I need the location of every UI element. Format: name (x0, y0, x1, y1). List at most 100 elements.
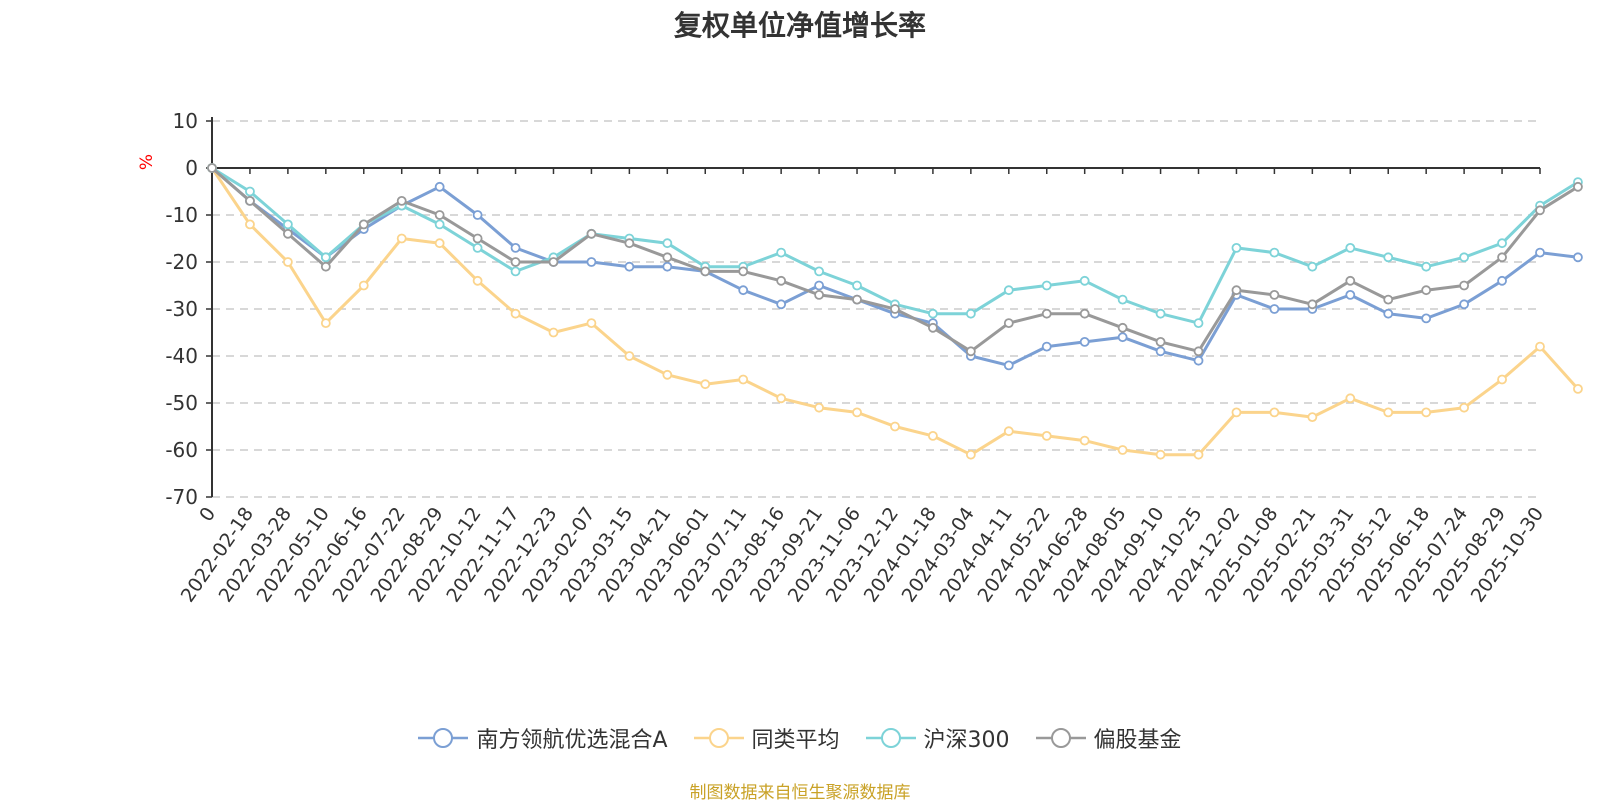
data-point (207, 163, 217, 173)
data-point (1193, 346, 1204, 357)
data-point (1155, 346, 1166, 357)
data-point (1041, 280, 1052, 291)
data-point (1269, 407, 1280, 418)
data-point (1079, 308, 1090, 319)
data-point (965, 308, 976, 319)
data-point (1117, 322, 1128, 333)
data-point (1307, 261, 1318, 272)
data-point (320, 252, 331, 263)
data-point (1535, 205, 1545, 216)
legend-label: 同类平均 (751, 728, 840, 753)
data-point (396, 233, 407, 244)
data-point (890, 304, 900, 314)
data-point (1193, 318, 1204, 329)
grid-layer (212, 120, 1540, 498)
data-point (1269, 289, 1280, 300)
data-point (510, 257, 521, 267)
data-point (1535, 247, 1545, 258)
source-note: 制图数据来自恒生聚源数据库 (689, 783, 911, 803)
data-point (1383, 407, 1394, 418)
data-point (738, 285, 749, 296)
data-point (1383, 294, 1394, 305)
data-point (1269, 247, 1280, 258)
data-point (1003, 360, 1014, 371)
data-point (1535, 341, 1545, 352)
data-point (245, 186, 255, 197)
series-line-0 (211, 166, 1579, 367)
axis-layer: 100-10-20-30-40-50-60-7002022-02-182022-… (165, 109, 1548, 606)
data-point (1117, 332, 1128, 343)
data-point (1269, 304, 1280, 314)
data-point (245, 195, 255, 206)
data-point (814, 280, 824, 291)
legend-swatch (865, 728, 916, 748)
data-point (320, 318, 331, 329)
data-point (1573, 383, 1583, 394)
legend-swatch (1035, 728, 1086, 748)
data-point (510, 266, 521, 277)
data-point (1421, 407, 1432, 418)
data-point (358, 219, 369, 230)
data-point (548, 327, 559, 338)
data-point (890, 421, 900, 432)
data-point (1345, 289, 1356, 300)
data-point (852, 294, 862, 305)
data-point (1345, 275, 1356, 286)
data-point (624, 351, 635, 361)
legend-label: 沪深300 (923, 728, 1010, 753)
data-point (472, 275, 483, 286)
data-point (396, 195, 407, 206)
data-point (814, 266, 824, 277)
data-point (434, 181, 445, 192)
data-point (510, 242, 521, 253)
data-point (1155, 336, 1166, 347)
data-point (1497, 275, 1507, 286)
legend-item-0[interactable]: 南方领航优选混合A (418, 722, 668, 754)
legend-swatch (418, 728, 469, 748)
data-point (662, 369, 673, 380)
data-point (624, 261, 635, 272)
data-point (1459, 280, 1470, 291)
data-point (434, 210, 445, 220)
y-tick-label: -30 (165, 297, 198, 321)
data-point (586, 257, 597, 267)
series-line-3 (211, 166, 1579, 353)
data-point (1041, 341, 1052, 352)
data-point (776, 275, 787, 286)
legend-item-3[interactable]: 偏股基金 (1035, 722, 1182, 754)
data-point (434, 219, 445, 230)
data-point (814, 289, 824, 300)
data-point (1459, 252, 1470, 263)
x-tick-label: 0 (195, 503, 220, 526)
data-point (1383, 252, 1394, 263)
data-point (1155, 449, 1166, 460)
data-point (1003, 318, 1014, 329)
data-point (1573, 181, 1583, 192)
data-point (1421, 285, 1432, 296)
data-point (1307, 299, 1318, 310)
data-point (1155, 308, 1166, 319)
data-point (320, 261, 331, 272)
data-point (928, 308, 938, 319)
data-point (700, 379, 711, 390)
legend-item-1[interactable]: 同类平均 (693, 722, 840, 754)
data-point (245, 219, 255, 230)
data-point (1383, 308, 1394, 319)
legend-swatch (693, 728, 744, 748)
data-point (928, 430, 938, 441)
data-point (776, 393, 787, 404)
y-axis-unit-label: % (137, 154, 157, 170)
data-point (1003, 285, 1014, 296)
data-point (700, 266, 711, 277)
series-layer (207, 163, 1583, 460)
data-point (738, 266, 749, 277)
data-point (1079, 275, 1090, 286)
data-point (282, 257, 293, 267)
legend-label: 偏股基金 (1093, 728, 1182, 753)
legend-item-2[interactable]: 沪深300 (865, 722, 1010, 754)
data-point (1307, 412, 1318, 423)
data-point (1231, 407, 1242, 418)
y-tick-label: -60 (165, 438, 198, 462)
data-point (662, 238, 673, 249)
